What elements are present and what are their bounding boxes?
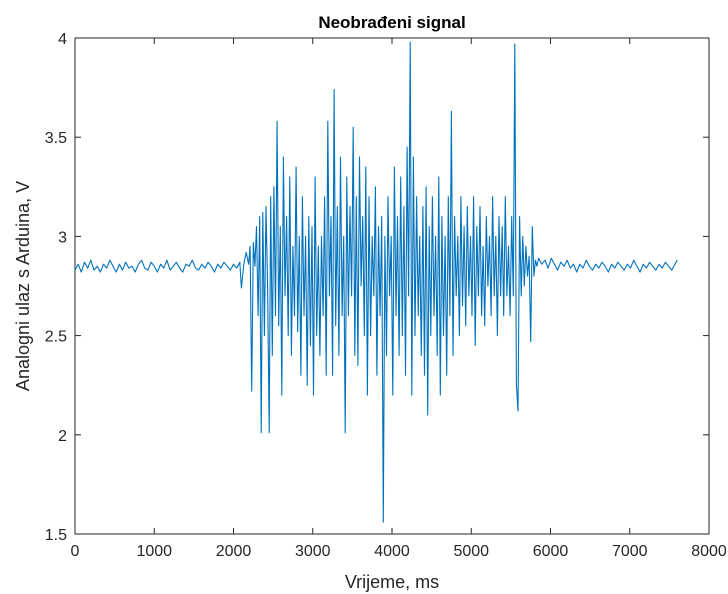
x-tick-label: 6000	[533, 543, 569, 560]
y-tick-label: 3.5	[45, 130, 67, 147]
x-tick-label: 4000	[374, 543, 410, 560]
y-tick-label: 3	[58, 229, 67, 246]
x-tick-label: 8000	[691, 543, 727, 560]
x-tick-label: 1000	[136, 543, 172, 560]
x-tick-label: 0	[71, 543, 80, 560]
y-tick-label: 4	[58, 31, 67, 48]
y-tick-label: 2	[58, 428, 67, 445]
x-tick-label: 5000	[453, 543, 489, 560]
signal-line	[74, 41, 678, 523]
chart-title: Neobrađeni signal	[318, 13, 465, 32]
x-tick-label: 3000	[295, 543, 331, 560]
x-axis-label: Vrijeme, ms	[345, 572, 439, 592]
x-tick-label: 7000	[612, 543, 648, 560]
y-axis-label: Analogni ulaz s Arduina, V	[13, 181, 33, 391]
y-tick-label: 1.5	[45, 527, 67, 544]
y-tick-label: 2.5	[45, 329, 67, 346]
x-axis-ticks: 0 1000 2000 3000 4000 5000 6000 7000 8000	[71, 38, 727, 560]
x-tick-label: 2000	[216, 543, 252, 560]
y-axis-ticks: 1.5 2 2.5 3 3.5 4	[45, 31, 709, 544]
